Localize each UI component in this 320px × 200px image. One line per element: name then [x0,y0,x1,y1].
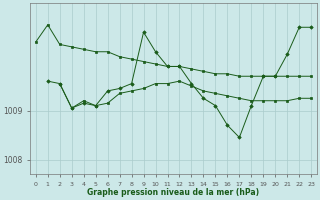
X-axis label: Graphe pression niveau de la mer (hPa): Graphe pression niveau de la mer (hPa) [87,188,260,197]
